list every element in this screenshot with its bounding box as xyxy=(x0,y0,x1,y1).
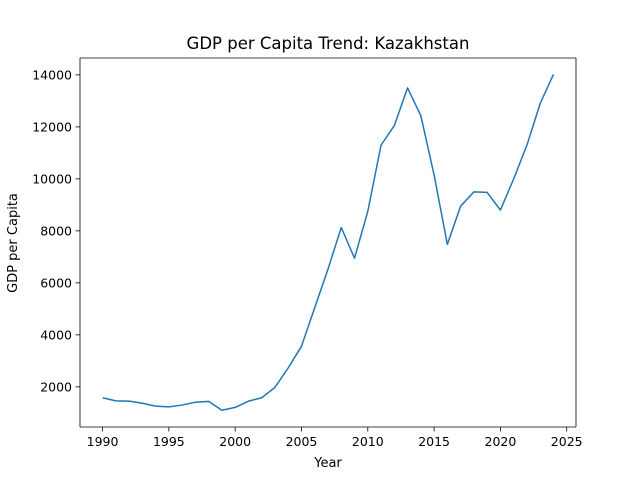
y-tick-label: 12000 xyxy=(32,119,72,134)
x-axis-label: Year xyxy=(313,456,342,471)
plot-area: 1990 1995 2000 2005 2010 2015 2020 2025 2000 4000… xyxy=(32,57,583,449)
y-tick-label: 10000 xyxy=(32,171,72,186)
y-tick-label: 4000 xyxy=(40,327,72,342)
series-line xyxy=(102,74,555,412)
chart-title: GDP per Capita Trend: Kazakhstan xyxy=(187,34,470,53)
y-tick-label: 8000 xyxy=(40,223,72,238)
y-tick-label: 14000 xyxy=(32,67,72,82)
y-tick-label: 6000 xyxy=(40,275,72,290)
x-tick-label: 2025 xyxy=(551,434,583,449)
x-tick-label: 1995 xyxy=(153,434,185,449)
x-tick-label: 2010 xyxy=(352,434,384,449)
y-axis-label: GDP per Capita xyxy=(6,193,21,293)
x-tick-label: 2000 xyxy=(219,434,251,449)
x-tick-label: 1990 xyxy=(87,434,119,449)
x-tick-label: 2005 xyxy=(286,434,318,449)
x-tick-label: 2015 xyxy=(418,434,450,449)
x-tick-label: 2020 xyxy=(485,434,517,449)
y-tick-label: 2000 xyxy=(40,379,72,394)
